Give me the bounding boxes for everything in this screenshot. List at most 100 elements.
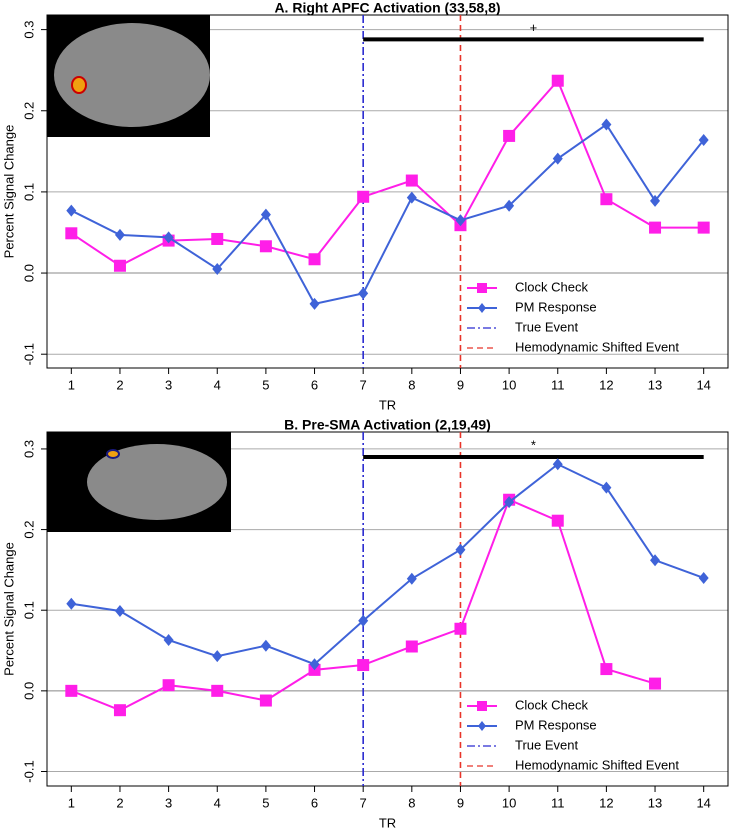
point <box>600 193 613 206</box>
legend-swatch <box>477 701 487 711</box>
x-tick-label: 4 <box>214 377 221 392</box>
point <box>601 118 612 131</box>
point <box>503 129 516 142</box>
point <box>552 152 563 165</box>
x-tick-label: 11 <box>551 377 565 392</box>
activation <box>106 449 120 459</box>
y-tick-label: 0.3 <box>21 440 36 458</box>
point <box>162 679 175 692</box>
plot-frame <box>46 431 729 787</box>
y-axis-label: Percent Signal Change <box>1 542 16 676</box>
x-tick-label: 9 <box>457 795 464 810</box>
point <box>455 214 466 227</box>
series-line <box>70 78 704 267</box>
x-tick-label: 10 <box>502 795 516 810</box>
brain <box>87 444 227 520</box>
point <box>698 133 709 146</box>
annotation: + <box>530 20 538 35</box>
chart-title: B. Pre-SMA Activation (2,19,49) <box>284 417 491 433</box>
x-tick-label: 1 <box>68 377 75 392</box>
x-tick-label: 6 <box>311 795 318 810</box>
x-tick-label: 8 <box>408 795 415 810</box>
x-tick-label: 12 <box>599 795 613 810</box>
point <box>260 639 271 652</box>
legend-label: Hemodynamic Shifted Event <box>515 757 679 772</box>
x-tick-label: 3 <box>165 377 172 392</box>
point <box>504 199 515 212</box>
point <box>357 190 370 203</box>
point <box>551 74 564 87</box>
point <box>358 287 369 300</box>
point <box>113 259 126 272</box>
point <box>649 221 662 234</box>
x-tick-label: 5 <box>262 795 269 810</box>
y-tick-label: -0.1 <box>21 760 36 782</box>
y-axis-label: Percent Signal Change <box>1 125 16 259</box>
point <box>406 191 417 204</box>
legend-label: True Event <box>515 737 578 752</box>
point <box>66 204 77 217</box>
point <box>212 650 223 663</box>
point <box>504 496 515 509</box>
x-tick-label: 5 <box>262 377 269 392</box>
x-tick-label: 14 <box>696 377 710 392</box>
point <box>358 614 369 627</box>
point <box>552 458 563 471</box>
point <box>211 684 224 697</box>
x-tick-label: 8 <box>408 377 415 392</box>
point <box>211 232 224 245</box>
x-tick-label: 2 <box>116 377 123 392</box>
point <box>697 221 710 234</box>
y-tick-label: 0.2 <box>21 521 36 539</box>
point <box>212 262 223 275</box>
chart-title: A. Right APFC Activation (33,58,8) <box>274 0 500 16</box>
x-tick-label: 14 <box>696 795 710 810</box>
activation <box>71 76 87 94</box>
point <box>66 597 77 610</box>
x-axis-label: TR <box>379 815 396 830</box>
point <box>259 240 272 253</box>
point <box>454 622 467 635</box>
x-tick-label: 3 <box>165 795 172 810</box>
y-tick-label: 0.0 <box>21 682 36 700</box>
point <box>405 174 418 187</box>
y-tick-label: 0.3 <box>21 21 36 39</box>
y-tick-label: 0.0 <box>21 264 36 282</box>
legend-swatch <box>478 721 486 731</box>
point <box>650 194 661 207</box>
x-tick-label: 13 <box>648 795 662 810</box>
point <box>309 297 320 310</box>
point <box>455 543 466 556</box>
point <box>308 253 321 266</box>
point <box>163 634 174 647</box>
point <box>113 704 126 717</box>
point <box>114 605 125 618</box>
point <box>650 554 661 567</box>
legend-label: Clock Check <box>515 279 588 294</box>
x-tick-label: 4 <box>214 795 221 810</box>
legend-label: True Event <box>515 319 578 334</box>
x-tick-label: 9 <box>457 377 464 392</box>
legend-label: PM Response <box>515 717 597 732</box>
x-tick-label: 7 <box>360 795 367 810</box>
point <box>357 659 370 672</box>
x-tick-label: 7 <box>360 377 367 392</box>
x-tick-label: 2 <box>116 795 123 810</box>
point <box>309 658 320 671</box>
point <box>65 227 78 240</box>
point <box>114 228 125 241</box>
series-line <box>71 463 705 666</box>
x-tick-label: 1 <box>68 795 75 810</box>
point <box>259 694 272 707</box>
point <box>163 231 174 244</box>
legend-label: Hemodynamic Shifted Event <box>515 339 679 354</box>
legend-label: PM Response <box>515 299 597 314</box>
point <box>601 481 612 494</box>
x-tick-label: 12 <box>599 377 613 392</box>
point <box>649 677 662 690</box>
point <box>65 684 78 697</box>
point <box>405 640 418 653</box>
x-tick-label: 10 <box>502 377 516 392</box>
y-tick-label: 0.1 <box>21 183 36 201</box>
